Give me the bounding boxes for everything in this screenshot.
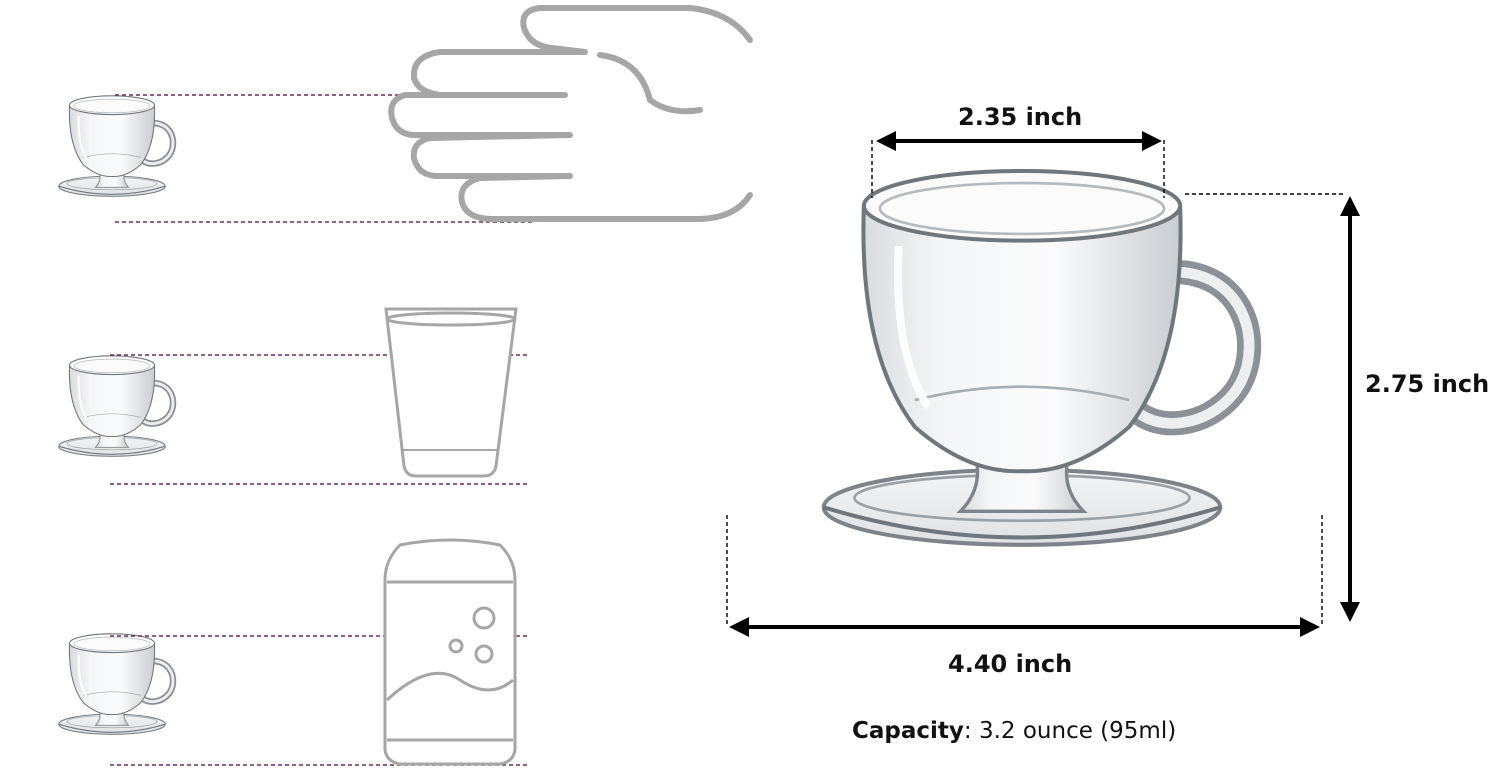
small-cup-1 (59, 96, 173, 196)
small-cup-3 (59, 634, 173, 734)
small-cup-2 (59, 356, 173, 456)
capacity-line: Capacity: 3.2 ounce (95ml) (852, 718, 1176, 744)
capacity-value: 3.2 ounce (95ml) (978, 718, 1177, 744)
soda-can-icon (383, 538, 517, 766)
top-width-label: 2.35 inch (958, 103, 1083, 131)
hand-icon (388, 5, 753, 222)
height-label: 2.75 inch (1365, 370, 1490, 398)
saucer-width-label: 4.40 inch (948, 650, 1073, 678)
main-cup-image (824, 171, 1249, 545)
drinking-glass-icon (384, 307, 518, 478)
capacity-separator: : (963, 718, 979, 744)
dimension-extension-lines (726, 140, 1345, 625)
capacity-label: Capacity (852, 718, 964, 744)
